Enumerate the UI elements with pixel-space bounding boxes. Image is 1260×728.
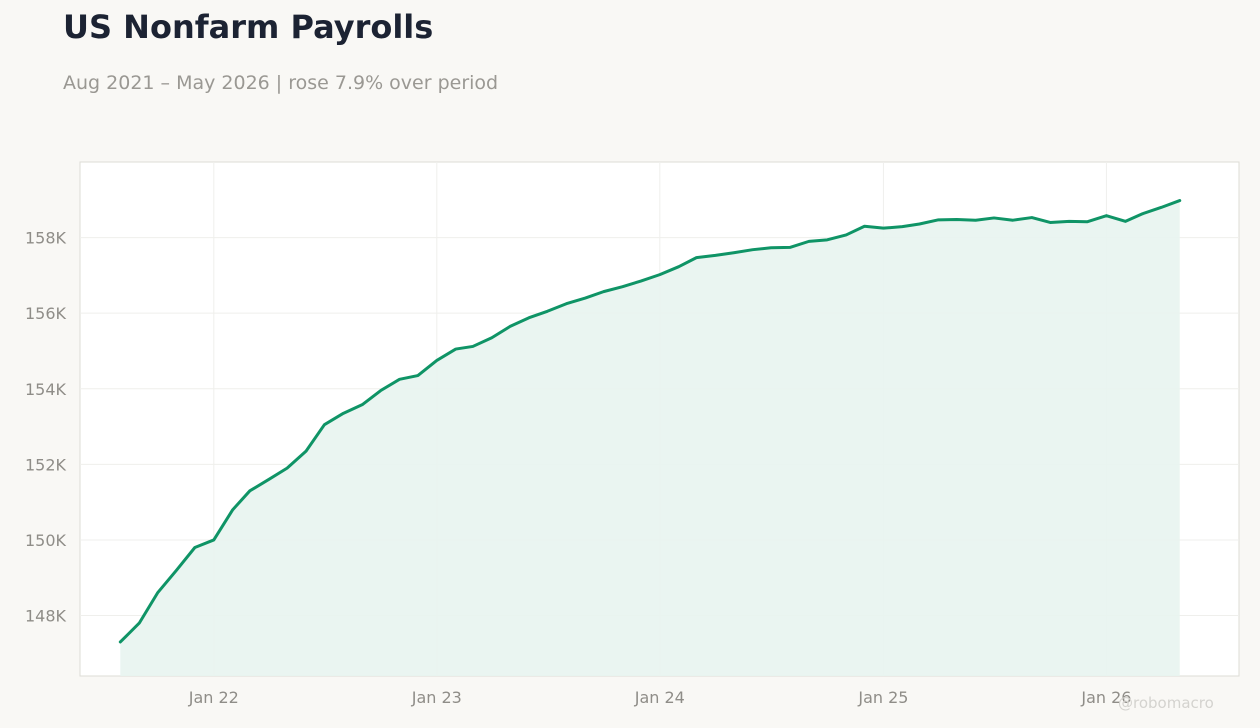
x-tick-label: Jan 22 xyxy=(188,688,239,707)
data-point xyxy=(695,256,698,259)
x-tick-label: Jan 23 xyxy=(411,688,462,707)
x-tick-label: Jan 25 xyxy=(857,688,908,707)
data-point xyxy=(1178,199,1181,202)
data-point xyxy=(901,225,904,228)
data-point xyxy=(175,569,178,572)
data-point xyxy=(770,246,773,249)
data-point xyxy=(751,248,754,251)
data-point xyxy=(788,246,791,249)
data-point xyxy=(193,546,196,549)
data-point xyxy=(1105,214,1108,217)
data-point xyxy=(490,336,493,339)
y-axis-tick-labels: 148K 150K 152K 154K 156K 158K xyxy=(25,229,67,626)
data-point xyxy=(138,622,141,625)
data-point xyxy=(955,218,958,221)
data-point xyxy=(584,297,587,300)
y-tick-label: 154K xyxy=(25,380,67,399)
data-point xyxy=(658,273,661,276)
data-point xyxy=(826,238,829,241)
chart-title: US Nonfarm Payrolls xyxy=(63,8,434,46)
x-tick-label: Jan 24 xyxy=(634,688,685,707)
data-point xyxy=(379,389,382,392)
data-point xyxy=(621,285,624,288)
data-point xyxy=(156,591,159,594)
data-point xyxy=(323,423,326,426)
data-point xyxy=(1124,220,1127,223)
data-point xyxy=(212,538,215,541)
data-point xyxy=(248,489,251,492)
data-point xyxy=(845,233,848,236)
data-point xyxy=(361,403,364,406)
x-tick-label: Jan 26 xyxy=(1080,688,1131,707)
chart-subtitle: Aug 2021 – May 2026 | rose 7.9% over per… xyxy=(63,72,499,94)
data-point xyxy=(305,450,308,453)
data-point xyxy=(882,227,885,230)
payrolls-series-line xyxy=(118,199,1182,644)
data-point xyxy=(602,290,605,293)
data-point xyxy=(1068,220,1071,223)
data-point xyxy=(1086,220,1089,223)
y-tick-label: 158K xyxy=(25,229,67,248)
y-tick-label: 150K xyxy=(25,531,67,550)
data-point xyxy=(435,359,438,362)
data-point xyxy=(937,218,940,221)
data-point xyxy=(231,508,234,511)
data-point xyxy=(1049,221,1052,224)
data-point xyxy=(1160,206,1163,209)
data-point xyxy=(342,412,345,415)
data-point xyxy=(807,240,810,243)
data-point xyxy=(714,254,717,257)
data-point xyxy=(677,265,680,268)
data-point xyxy=(528,316,531,319)
watermark: @robomacro xyxy=(1118,694,1214,712)
data-point xyxy=(416,374,419,377)
payrolls-area-fill xyxy=(120,200,1180,677)
data-point xyxy=(267,478,270,481)
data-point xyxy=(863,225,866,228)
data-point xyxy=(286,467,289,470)
data-point xyxy=(119,640,122,643)
data-point xyxy=(1030,216,1033,219)
data-point xyxy=(471,345,474,348)
data-point xyxy=(993,216,996,219)
x-axis-tick-labels: Jan 22 Jan 23 Jan 24 Jan 25 Jan 26 xyxy=(188,688,1132,707)
data-point xyxy=(732,251,735,254)
data-point xyxy=(1141,212,1144,215)
data-point xyxy=(509,325,512,328)
data-point xyxy=(546,310,549,313)
data-point xyxy=(565,302,568,305)
y-tick-label: 148K xyxy=(25,607,67,626)
data-point xyxy=(398,378,401,381)
data-point xyxy=(918,222,921,225)
data-point xyxy=(974,219,977,222)
y-tick-label: 156K xyxy=(25,304,67,323)
data-point xyxy=(639,280,642,283)
y-tick-label: 152K xyxy=(25,455,67,474)
data-point xyxy=(454,348,457,351)
data-point xyxy=(1011,219,1014,222)
